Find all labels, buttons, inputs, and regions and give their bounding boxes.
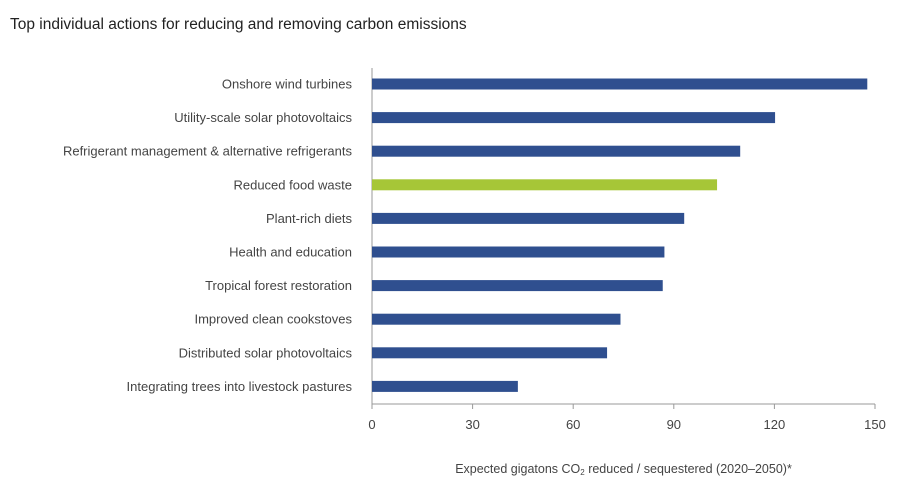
bar-10: [372, 380, 518, 392]
category-label: Onshore wind turbines: [222, 77, 353, 92]
x-tick-label: 90: [667, 417, 681, 432]
category-label: Health and education: [229, 245, 352, 260]
x-axis-title: Expected gigatons CO2 reduced / sequeste…: [0, 462, 907, 477]
x-axis-title-prefix: Expected gigatons CO: [455, 462, 581, 476]
bar-5: [372, 212, 685, 224]
bar-6: [372, 246, 665, 258]
x-tick-label: 0: [368, 417, 375, 432]
category-label: Integrating trees into livestock pasture…: [127, 379, 353, 394]
x-tick-label: 150: [864, 417, 886, 432]
category-label: Reduced food waste: [233, 177, 352, 192]
bar-7: [372, 280, 663, 292]
category-label: Tropical forest restoration: [205, 278, 352, 293]
bar-4: [372, 179, 718, 191]
category-label: Plant-rich diets: [266, 211, 352, 226]
x-tick-label: 60: [566, 417, 580, 432]
x-tick-label: 120: [764, 417, 786, 432]
x-axis-title-suffix: reduced / sequestered (2020–2050)*: [584, 462, 792, 476]
category-label: Improved clean cookstoves: [194, 312, 352, 327]
chart-title: Top individual actions for reducing and …: [10, 16, 467, 33]
bar-3: [372, 145, 741, 157]
category-label: Utility-scale solar photovoltaics: [174, 110, 352, 125]
x-axis-title-subscript: 2: [580, 468, 585, 477]
x-tick-label: 30: [465, 417, 479, 432]
bar-8: [372, 313, 621, 325]
bar-1: [372, 78, 868, 90]
category-label: Distributed solar photovoltaics: [179, 345, 353, 360]
bar-9: [372, 347, 608, 359]
bar-2: [372, 112, 776, 124]
category-label: Refrigerant management & alternative ref…: [63, 144, 353, 159]
